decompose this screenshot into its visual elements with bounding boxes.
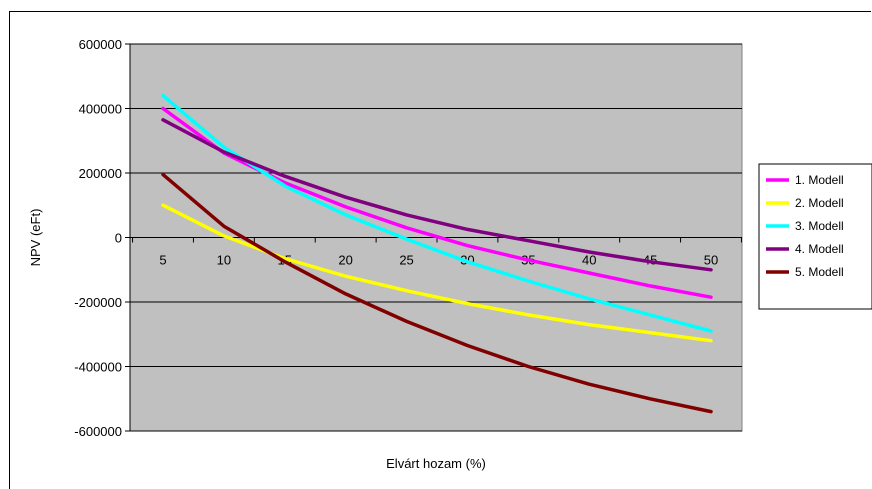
legend-label-3: 3. Modell <box>795 219 844 233</box>
y-tick-label: 600000 <box>79 37 122 52</box>
x-tick-label: 40 <box>582 253 596 268</box>
chart-area <box>9 11 871 489</box>
x-tick-label: 50 <box>704 253 718 268</box>
y-tick-label: -200000 <box>74 295 122 310</box>
y-axis-title: NPV (eFt) <box>28 209 43 267</box>
legend-label-2: 2. Modell <box>795 196 844 210</box>
series-line-2 <box>161 203 713 343</box>
x-tick-label: 10 <box>217 253 231 268</box>
legend-label-5: 5. Modell <box>795 265 844 279</box>
legend-label-4: 4. Modell <box>795 242 844 256</box>
x-tick-label: 5 <box>159 253 166 268</box>
y-tick-label: 200000 <box>79 166 122 181</box>
legend-box <box>758 163 872 310</box>
series-line-5 <box>161 172 713 414</box>
legend-label-1: 1. Modell <box>795 173 844 187</box>
series-line-3 <box>161 93 713 333</box>
x-axis-title: Elvárt hozam (%) <box>386 456 486 471</box>
y-tick-label: -600000 <box>74 424 122 439</box>
y-tick-label: -400000 <box>74 360 122 375</box>
x-tick-label: 25 <box>399 253 413 268</box>
x-tick-label: 20 <box>338 253 352 268</box>
series-line-4 <box>161 118 713 272</box>
y-tick-label: 0 <box>115 231 122 246</box>
y-tick-label: 400000 <box>79 102 122 117</box>
